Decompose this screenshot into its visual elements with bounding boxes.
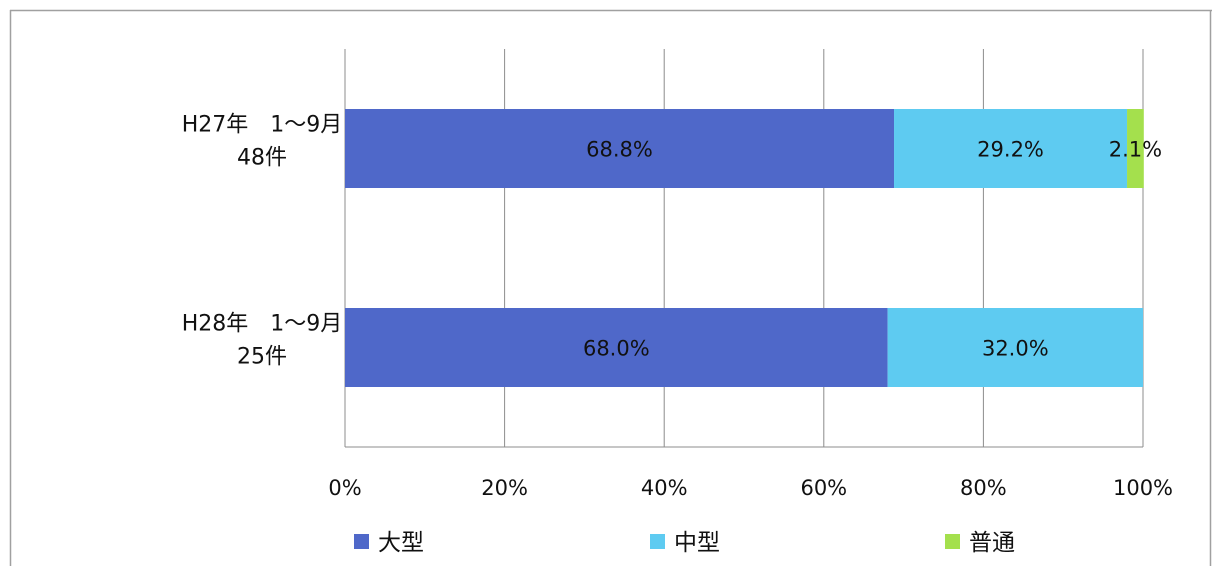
x-tick-label: 60% bbox=[800, 476, 847, 500]
x-tick-label: 0% bbox=[328, 476, 361, 500]
x-tick-label: 40% bbox=[641, 476, 688, 500]
data-label: 68.0% bbox=[583, 337, 650, 361]
legend-label: 中型 bbox=[674, 530, 720, 556]
legend-swatch bbox=[650, 534, 665, 549]
data-label: 2.1% bbox=[1109, 138, 1162, 162]
legend-label: 普通 bbox=[969, 530, 1015, 556]
category-label: 25件 bbox=[237, 345, 287, 370]
legend-swatch bbox=[945, 534, 960, 549]
bar-segment bbox=[345, 308, 888, 387]
category-label: 48件 bbox=[237, 146, 287, 171]
category-label: H28年 1～9月 bbox=[182, 312, 343, 337]
bar-segment bbox=[1127, 109, 1144, 188]
bar-segment bbox=[345, 109, 895, 188]
data-label: 68.8% bbox=[586, 138, 653, 162]
category-label: H27年 1～9月 bbox=[182, 113, 343, 138]
x-tick-label: 100% bbox=[1113, 476, 1173, 500]
bar-segment bbox=[894, 109, 1128, 188]
bar-segment bbox=[887, 308, 1143, 387]
legend-label: 大型 bbox=[378, 530, 424, 556]
data-label: 32.0% bbox=[982, 337, 1049, 361]
x-tick-label: 20% bbox=[481, 476, 528, 500]
legend-swatch bbox=[354, 534, 369, 549]
data-label: 29.2% bbox=[977, 138, 1044, 162]
x-tick-label: 80% bbox=[960, 476, 1007, 500]
